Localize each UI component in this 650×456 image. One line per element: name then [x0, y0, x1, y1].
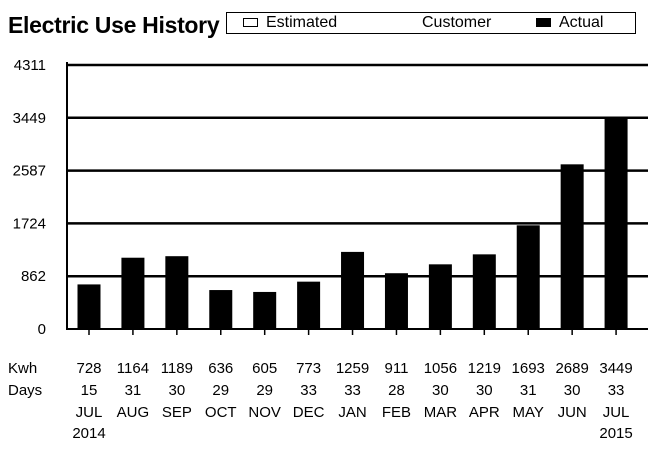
bar — [297, 281, 321, 329]
days-value-label: 31 — [520, 382, 537, 399]
x-tick-label-month: FEB — [382, 404, 411, 421]
legend-swatch-filled — [536, 18, 551, 28]
bar — [77, 284, 101, 329]
row-label-kwh: Kwh — [8, 360, 37, 377]
legend-item-customer: Customer — [422, 14, 491, 32]
x-tick-label-month: APR — [469, 404, 500, 421]
x-tick-label-year: 2014 — [72, 425, 105, 442]
days-value-label: 30 — [476, 382, 493, 399]
kwh-value-label: 1693 — [512, 360, 545, 377]
days-value-label: 30 — [564, 382, 581, 399]
days-value-label: 33 — [344, 382, 361, 399]
y-tick-label: 3449 — [13, 110, 46, 127]
x-tick-label-month: JUL — [603, 404, 630, 421]
bar — [560, 164, 584, 329]
bar — [253, 291, 277, 329]
x-tick-label-month: JUL — [76, 404, 103, 421]
kwh-value-label: 728 — [76, 360, 101, 377]
bar — [428, 264, 452, 329]
row-label-days: Days — [8, 382, 42, 399]
legend-item-actual: Actual — [536, 14, 603, 32]
legend: Estimated Customer Actual — [226, 12, 636, 34]
legend-label-customer: Customer — [422, 14, 492, 31]
kwh-value-label: 605 — [252, 360, 277, 377]
bar — [516, 225, 540, 329]
days-value-label: 30 — [432, 382, 449, 399]
kwh-value-label: 1219 — [468, 360, 501, 377]
y-tick-label: 862 — [21, 268, 46, 285]
days-value-label: 29 — [256, 382, 273, 399]
x-tick-label-month: DEC — [293, 404, 325, 421]
kwh-value-label: 3449 — [599, 360, 632, 377]
days-value-label: 28 — [388, 382, 405, 399]
legend-label-actual: Actual — [559, 14, 604, 31]
kwh-value-label: 911 — [385, 360, 409, 377]
x-tick-label-month: JUN — [558, 404, 587, 421]
x-tick-label-year: 2015 — [599, 425, 632, 442]
kwh-value-label: 1164 — [117, 360, 149, 377]
days-value-label: 31 — [125, 382, 142, 399]
y-tick-label: 2587 — [13, 163, 46, 180]
kwh-value-label: 1189 — [161, 360, 193, 377]
y-tick-label: 4311 — [14, 57, 46, 74]
x-tick-label-month: NOV — [248, 404, 281, 421]
x-tick-label-month: AUG — [117, 404, 150, 421]
days-value-label: 30 — [169, 382, 186, 399]
x-tick-label-month: OCT — [205, 404, 237, 421]
kwh-value-label: 636 — [208, 360, 233, 377]
kwh-value-label: 2689 — [555, 360, 588, 377]
bar — [209, 290, 233, 329]
bar — [604, 117, 628, 329]
x-tick-label-month: SEP — [162, 404, 192, 421]
x-tick-label-month: JAN — [338, 404, 366, 421]
x-tick-label-month: MAR — [424, 404, 458, 421]
chart-title: Electric Use History — [8, 12, 220, 38]
days-value-label: 15 — [81, 382, 98, 399]
kwh-value-label: 773 — [296, 360, 321, 377]
bar — [472, 254, 496, 329]
y-tick-label: 1724 — [13, 215, 46, 232]
bar — [165, 256, 189, 329]
bar — [384, 273, 408, 329]
kwh-value-label: 1259 — [336, 360, 369, 377]
legend-item-estimated: Estimated — [243, 14, 337, 32]
days-value-label: 33 — [608, 382, 625, 399]
days-value-label: 29 — [212, 382, 229, 399]
kwh-value-label: 1056 — [424, 360, 457, 377]
days-value-label: 33 — [300, 382, 317, 399]
legend-label-estimated: Estimated — [266, 14, 338, 31]
legend-swatch-hollow — [243, 18, 258, 28]
bar — [121, 257, 145, 329]
bar — [341, 251, 365, 329]
y-tick-label: 0 — [38, 321, 46, 338]
x-tick-label-month: MAY — [513, 404, 544, 421]
